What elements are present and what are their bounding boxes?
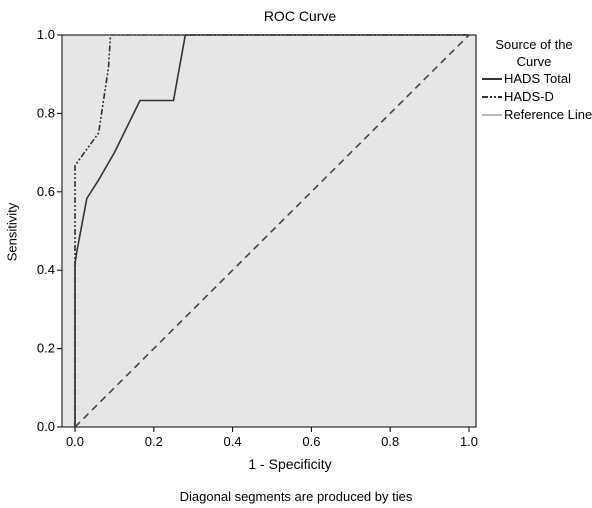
series-hads-d-line (74, 34, 469, 427)
y-axis-label: Sensitivity (4, 202, 20, 262)
y-tick-label: 1.0 (37, 27, 55, 42)
x-tick-label: 0.2 (145, 434, 163, 449)
y-tick-label: 0.8 (37, 105, 55, 120)
axes: 0.0 0.2 0.4 0.6 0.8 1.0 0.0 0.2 0.4 0.6 0.8 1.0 (37, 27, 478, 449)
legend-title: Source of the Curve (495, 37, 573, 69)
x-tick-label: 0.0 (66, 434, 84, 449)
y-tick-label: 0.0 (37, 419, 55, 434)
x-tick-label: 1.0 (460, 434, 478, 449)
series-layer (74, 34, 470, 428)
y-tick-label: 0.4 (37, 262, 55, 277)
plot-area (61, 34, 477, 428)
x-tick-label: 0.6 (302, 434, 320, 449)
x-axis-label: 1 - Specificity (248, 456, 332, 472)
footnote: Diagonal segments are produced by ties (179, 489, 413, 504)
legend-label-reference-line: Reference Line (504, 107, 592, 122)
chart-title: ROC Curve (263, 8, 337, 24)
legend-swatch-hads-d (482, 96, 502, 98)
legend-label-hads-total: HADS Total (504, 71, 571, 86)
legend-swatch-reference-line (482, 114, 502, 116)
y-tick-label: 0.6 (37, 184, 55, 199)
x-tick-label: 0.4 (224, 434, 242, 449)
series-reference-line (74, 34, 470, 428)
series-hads-total-line (74, 34, 469, 427)
legend-label-hads-d: HADS-D (504, 89, 554, 104)
x-tick-label: 0.8 (381, 434, 399, 449)
y-tick-label: 0.2 (37, 341, 55, 356)
legend-swatch-hads-total (482, 78, 502, 80)
